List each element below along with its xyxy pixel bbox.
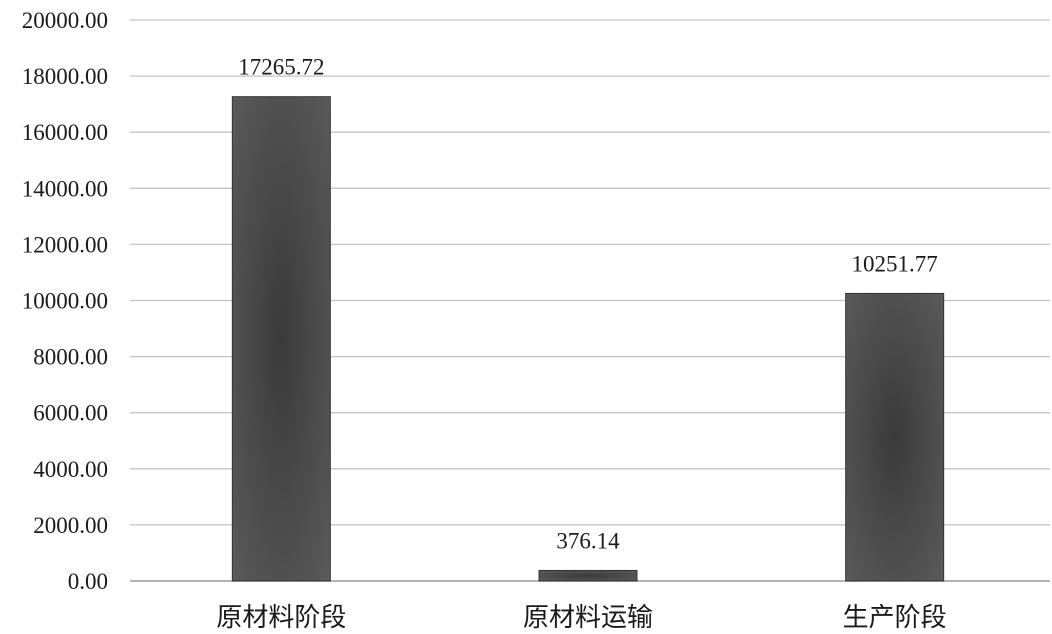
y-tick-label: 14000.00	[22, 176, 108, 201]
bars	[231, 96, 945, 582]
y-tick-label: 2000.00	[33, 513, 108, 538]
y-tick-label: 20000.00	[22, 8, 108, 33]
y-axis-tick-labels: 0.00 2000.00 4000.00 6000.00 8000.00 10000.00…	[22, 8, 108, 594]
bar	[845, 292, 945, 582]
x-category-label: 生产阶段	[843, 603, 947, 633]
y-tick-label: 6000.00	[33, 401, 108, 426]
y-tick-label: 4000.00	[33, 457, 108, 482]
y-tick-label: 12000.00	[22, 232, 108, 257]
y-tick-label: 0.00	[68, 569, 108, 594]
y-tick-label: 16000.00	[22, 120, 108, 145]
data-label: 376.14	[556, 528, 620, 553]
y-tick-label: 10000.00	[22, 289, 108, 314]
x-category-label: 原材料阶段	[216, 603, 346, 633]
x-axis-category-labels: 原材料阶段 原材料运输 生产阶段	[216, 603, 946, 633]
bar	[231, 96, 331, 582]
data-labels: 17265.72 376.14 10251.77	[238, 55, 938, 554]
y-tick-label: 18000.00	[22, 64, 108, 89]
data-label: 10251.77	[852, 251, 938, 276]
bar	[538, 569, 638, 582]
y-tick-label: 8000.00	[33, 345, 108, 370]
data-label: 17265.72	[238, 55, 324, 80]
x-category-label: 原材料运输	[523, 603, 653, 633]
